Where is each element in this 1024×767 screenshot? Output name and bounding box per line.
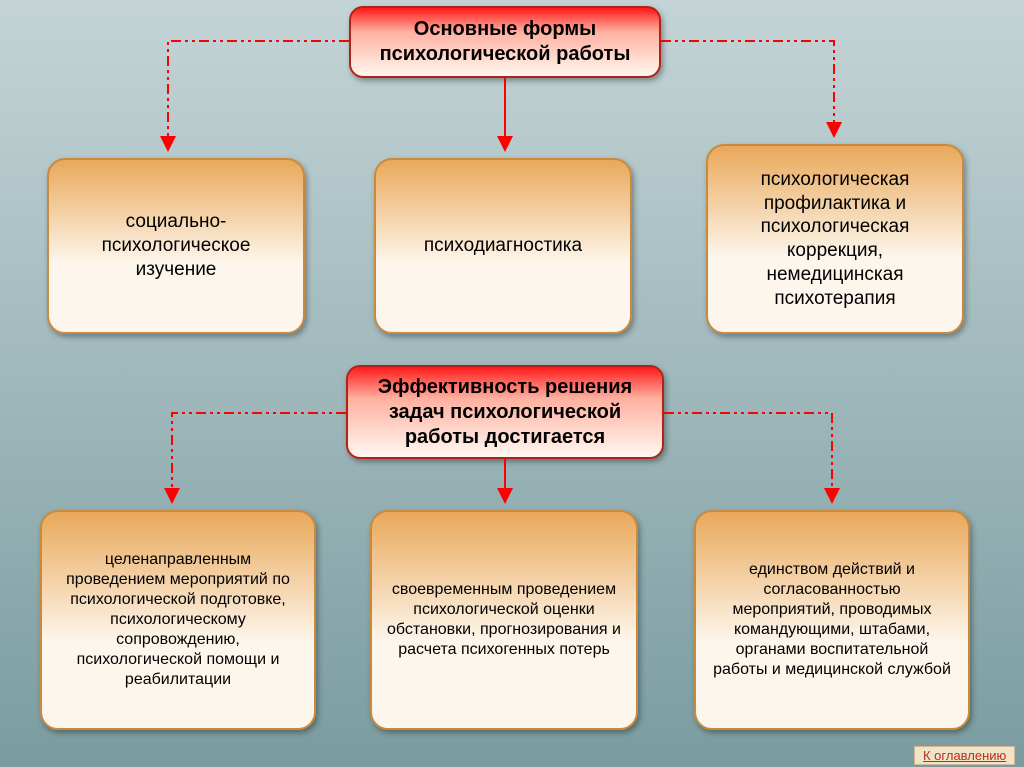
section1-child-2: психодиагностика [374,158,632,334]
section1-child-2-text: психодиагностика [424,234,582,258]
section2-child-3: единством действий и согласованностью ме… [694,510,970,730]
section1-child-3-text: психологическая профилактика и психологи… [722,168,948,311]
section2-child-3-text: единством действий и согласованностью ме… [710,560,954,680]
section2-header: Эффективность решения задач психологичес… [346,365,664,459]
table-of-contents-link[interactable]: К оглавлению [914,746,1015,765]
toc-link-text: К оглавлению [923,748,1006,763]
section2-child-2-text: своевременным проведением психологическо… [386,580,622,660]
section1-child-1: социально-психологическое изучение [47,158,305,334]
section2-child-2: своевременным проведением психологическо… [370,510,638,730]
section2-child-1-text: целенаправленным проведением мероприятий… [56,550,300,690]
section1-header: Основные формы психологической работы [349,6,661,78]
section2-child-1: целенаправленным проведением мероприятий… [40,510,316,730]
section1-child-3: психологическая профилактика и психологи… [706,144,964,334]
section1-child-1-text: социально-психологическое изучение [63,210,289,281]
section1-header-text: Основные формы психологической работы [367,17,643,67]
section2-header-text: Эффективность решения задач психологичес… [364,375,646,450]
